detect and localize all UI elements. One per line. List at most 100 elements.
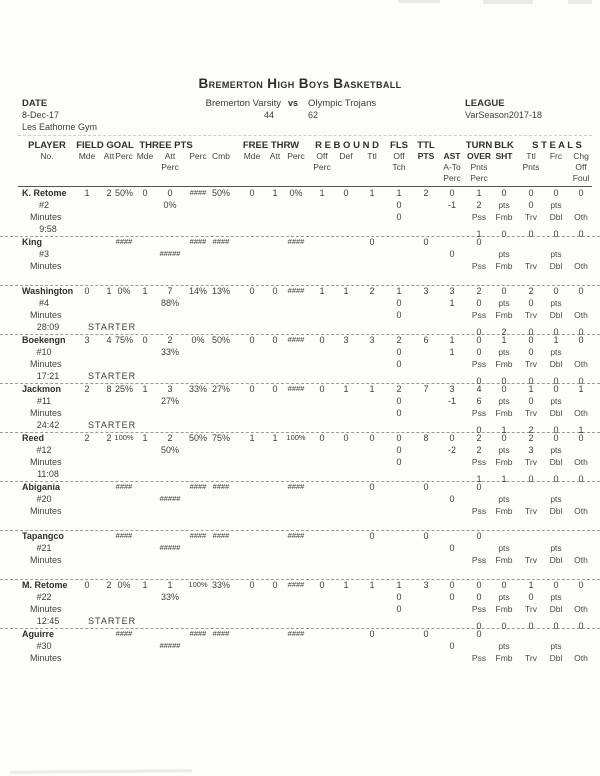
stat-tp_a: 0 — [167, 188, 173, 198]
stat-tp_att_pct: 88% — [160, 298, 180, 308]
player-block: Reed 2 2 100% 1 2 50% 75% 1 1 100% 0 0 0 0 8 0 2 0 2 0 0 #12 50… — [0, 433, 600, 484]
turnover-type-label-pss: Pss — [471, 555, 487, 565]
stat-ft_pct: #### — [287, 286, 305, 295]
vs-label: vs — [288, 98, 299, 108]
starter-flag: STARTER — [88, 616, 137, 626]
stat-tp_pct: 100% — [188, 580, 208, 589]
stat-rb_off: 1 — [319, 188, 325, 198]
turnover-type-count-trv: 0 — [528, 474, 534, 484]
turnover-type-label-trv: Trv — [525, 604, 537, 614]
scan-artifact — [483, 0, 533, 4]
stat-ft_pct: #### — [287, 384, 305, 393]
stat-tp_m: 1 — [142, 433, 148, 443]
header-blk: BLK — [494, 140, 514, 151]
player-number: #2 — [38, 200, 50, 210]
stat-st_frc: 0 — [553, 384, 559, 394]
stat-rb_ttl: 0 — [369, 629, 375, 639]
stat-tp_att_pct: ##### — [159, 543, 181, 552]
stat-pts: 7 — [423, 384, 429, 394]
stat-rb_ttl: 3 — [369, 335, 375, 345]
pts-label: pts — [498, 249, 510, 259]
pts-label: pts — [550, 592, 562, 602]
turnover-type-count-dbl: 0 — [553, 376, 559, 386]
stat-fg_a: 1 — [106, 286, 112, 296]
header-field_goal: FIELD GOAL — [76, 140, 134, 151]
pts-label: pts — [498, 200, 510, 210]
stat-st_pnts: 0 — [528, 592, 534, 602]
player-block: Aguirre #### #### #### #### 0 0 0 #30 ##### 0 pts pt… — [0, 629, 600, 677]
pts-label: pts — [498, 494, 510, 504]
header-perc: Perc — [443, 173, 461, 183]
player-number: #11 — [36, 396, 52, 406]
player-number: #4 — [38, 298, 50, 308]
turnover-type-label-oth: Oth — [574, 261, 588, 271]
stat-rb_ttl: 2 — [369, 286, 375, 296]
stat-ft_m: 0 — [249, 335, 255, 345]
stat-fls: 2 — [396, 384, 402, 394]
minutes-value: 12:45 — [36, 616, 60, 626]
player-name: Aguirre — [22, 629, 55, 639]
player-name: M. Retome — [22, 580, 68, 590]
stat-st_frc: 1 — [553, 335, 559, 345]
player-block: Boekengn 3 4 75% 0 2 0% 50% 0 0 #### 0 3 3 2 6 1 0 1 0 1 0 #10… — [0, 335, 600, 386]
stat-rb_off: 0 — [319, 335, 325, 345]
turnover-type-count-fmb: 2 — [501, 327, 507, 337]
pts-label: pts — [498, 347, 510, 357]
stat-cmb: 75% — [211, 433, 231, 443]
turnover-type-count-trv: 0 — [528, 376, 534, 386]
player-name: King — [22, 237, 42, 247]
turnover-type-count-dbl: 0 — [553, 621, 559, 631]
venue: Les Eathorne Gym — [22, 122, 98, 132]
header-no: No. — [40, 151, 54, 161]
header-turn: TURN — [465, 140, 493, 151]
header-off: Off — [575, 162, 587, 172]
header-cmb: Cmb — [212, 151, 230, 161]
turnover-type-label-pss: Pss — [471, 506, 487, 516]
stat-cmb: #### — [212, 531, 230, 540]
header-off: Off — [393, 151, 405, 161]
player-number: #3 — [38, 249, 50, 259]
minutes-value: 24:42 — [36, 420, 60, 430]
minutes-label: Minutes — [30, 359, 62, 369]
player-block: Abigania #### #### #### #### 0 0 0 #20 ##### 0 pts p… — [0, 482, 600, 531]
turnover-type-label-trv: Trv — [525, 310, 537, 320]
player-name: Tapangco — [22, 531, 64, 541]
stat-fls: 0 — [396, 433, 402, 443]
turnover-type-count-pss: 0 — [476, 376, 482, 386]
stat-fg_pct: #### — [115, 237, 133, 246]
player-block: Washington 0 1 0% 1 7 14% 13% 0 0 #### 1 1 2 1 3 3 2 0 2 0 0 #… — [0, 286, 600, 337]
turnover-type-label-trv: Trv — [525, 653, 537, 663]
stat-tp_m: 0 — [142, 188, 148, 198]
turnover-type-label-oth: Oth — [574, 457, 588, 467]
stat-fls_tch: 0 — [396, 396, 402, 406]
stat-to: 2 — [476, 286, 482, 296]
turnover-type-count-oth: 0 — [578, 621, 584, 631]
stat-cmb: #### — [212, 482, 230, 491]
stat-pts: 3 — [423, 286, 429, 296]
stat-fg_m: 0 — [84, 580, 90, 590]
stat-tp_m: 1 — [142, 580, 148, 590]
divider — [18, 135, 592, 136]
stat-fls: 2 — [396, 335, 402, 345]
header-steals: S T E A L S — [532, 140, 582, 151]
pts-label: pts — [498, 445, 510, 455]
turnover-type-label-trv: Trv — [525, 212, 537, 222]
turnover-type-label-fmb: Fmb — [495, 653, 513, 663]
header-player: PLAYER — [28, 140, 66, 151]
stat-fls-3: 0 — [396, 604, 402, 614]
pts-label: pts — [550, 298, 562, 308]
turnover-type-label-oth: Oth — [574, 212, 588, 222]
stat-st_pnts: 0 — [528, 298, 534, 308]
turnover-type-count-trv: 0 — [528, 229, 534, 239]
pts-label: pts — [550, 249, 562, 259]
stat-fg_a: 2 — [106, 580, 112, 590]
stat-fls-3: 0 — [396, 310, 402, 320]
stat-fls_tch: 0 — [396, 445, 402, 455]
turnover-type-label-oth: Oth — [574, 408, 588, 418]
stat-pts: 3 — [423, 580, 429, 590]
stat-fls_tch: 0 — [396, 200, 402, 210]
header-pts: PTS — [417, 151, 435, 161]
minutes-label: Minutes — [30, 555, 62, 565]
stat-st_chg: 0 — [578, 188, 584, 198]
header-mde: Mde — [136, 151, 154, 161]
